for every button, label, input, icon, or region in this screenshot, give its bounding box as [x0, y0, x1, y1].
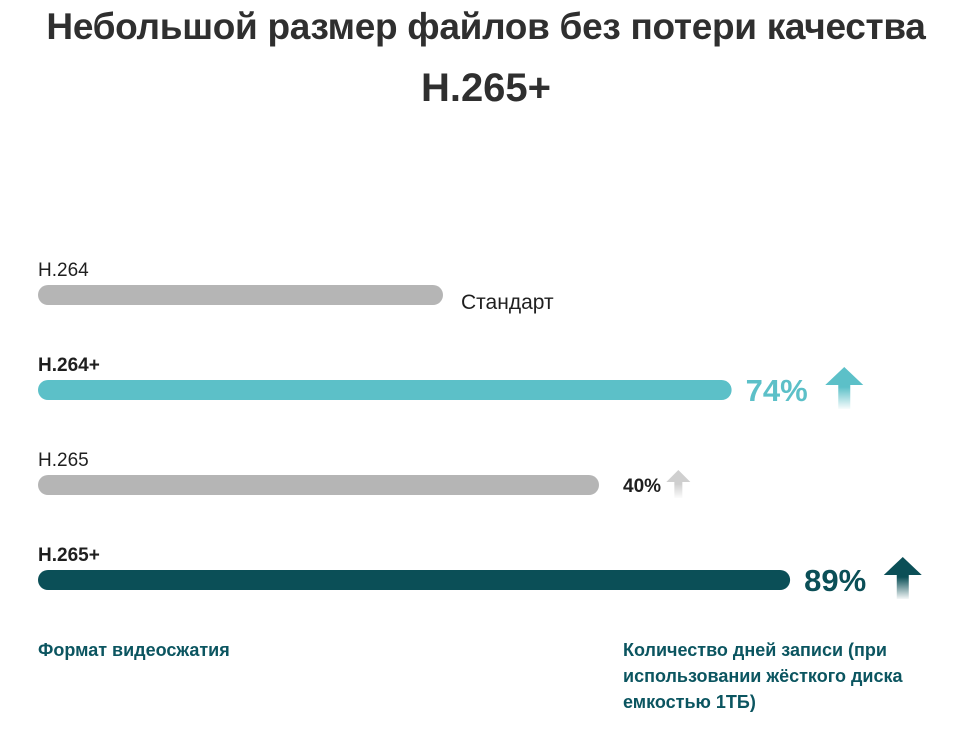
arrow-fade — [837, 387, 852, 410]
chart-title: Небольшой размер файлов без потери качес… — [46, 6, 926, 47]
category-label: H.265+ — [38, 545, 100, 566]
data-label: 89% — [804, 563, 866, 598]
category-label: H.265 — [38, 450, 89, 471]
arrow-fade — [895, 577, 910, 600]
arrow-fade — [673, 484, 684, 499]
bar — [38, 285, 443, 305]
bar — [38, 380, 732, 400]
bar — [38, 475, 599, 495]
x-axis-label: Количество дней записи (при использовани… — [623, 640, 903, 712]
category-label: H.264 — [38, 260, 89, 281]
category-label: H.264+ — [38, 355, 100, 376]
data-label: 40% — [623, 476, 661, 497]
bar — [38, 570, 791, 590]
data-label: 74% — [746, 373, 808, 408]
chart-subtitle: H.265+ — [420, 66, 552, 110]
data-label: Стандарт — [461, 291, 554, 314]
y-axis-label: Формат видеосжатия — [38, 640, 230, 660]
